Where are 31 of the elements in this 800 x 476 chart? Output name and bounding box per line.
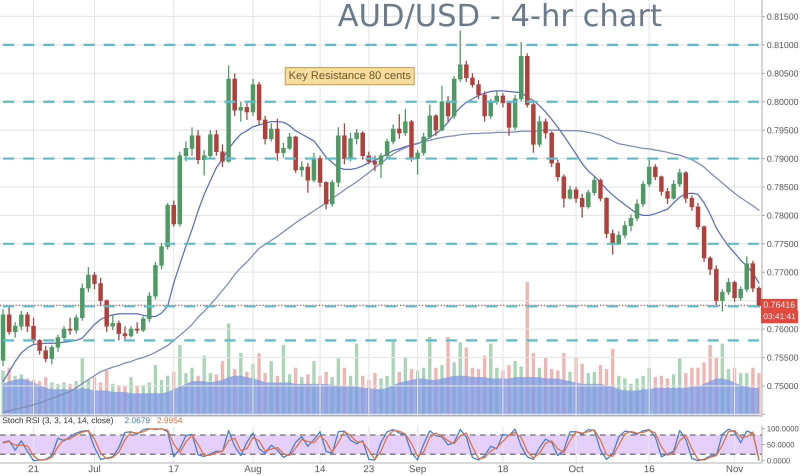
y-tick-label: 0.80000 xyxy=(767,98,798,105)
y-tick-label: 0.76000 xyxy=(767,326,798,332)
y-tick-label: 0.75000 xyxy=(767,382,798,390)
text: 2.9954 xyxy=(157,417,182,424)
x-tick-label: Oct xyxy=(568,465,584,472)
y-tick-label: 0.78500 xyxy=(767,184,798,190)
x-tick-label: Nov xyxy=(726,465,744,472)
x-tick-label: Aug xyxy=(244,465,262,474)
x-tick-label: 17 xyxy=(169,465,179,472)
x-tick-label: 16 xyxy=(644,465,654,472)
y-tick-label: 0.77000 xyxy=(767,269,798,276)
ref-line-label: 0.76416 xyxy=(764,302,795,308)
y-tick-label: 0.75500 xyxy=(767,354,798,361)
x-tick-label: 23 xyxy=(364,465,374,472)
y-tick-label: 0.81500 xyxy=(767,14,798,20)
y-tick-label: 0.77500 xyxy=(767,240,798,248)
text: 2.0679 xyxy=(124,417,150,424)
x-tick-label: 21 xyxy=(28,465,38,472)
y-tick-label: 0.79500 xyxy=(767,127,798,134)
chart-title: Stoch RSI (3, 3, 14, 14, close) xyxy=(2,417,113,425)
x-tick-label: 14 xyxy=(315,465,326,472)
x-tick-label: Jul xyxy=(88,465,100,472)
y-tick-label: 0.79000 xyxy=(767,156,798,162)
y-tick-label: 0.78000 xyxy=(767,212,798,219)
text: 03:41:41 xyxy=(764,313,796,320)
chart-title: AUD/USD - 4-hr chart xyxy=(338,2,662,29)
y-tick-label: 0.81000 xyxy=(767,42,798,48)
y-tick-label: 0.80500 xyxy=(767,70,798,77)
x-tick-label: 18 xyxy=(498,465,508,472)
x-tick-label: Sep xyxy=(409,465,426,474)
annotation: Key Resistance 80 cents xyxy=(290,70,411,82)
